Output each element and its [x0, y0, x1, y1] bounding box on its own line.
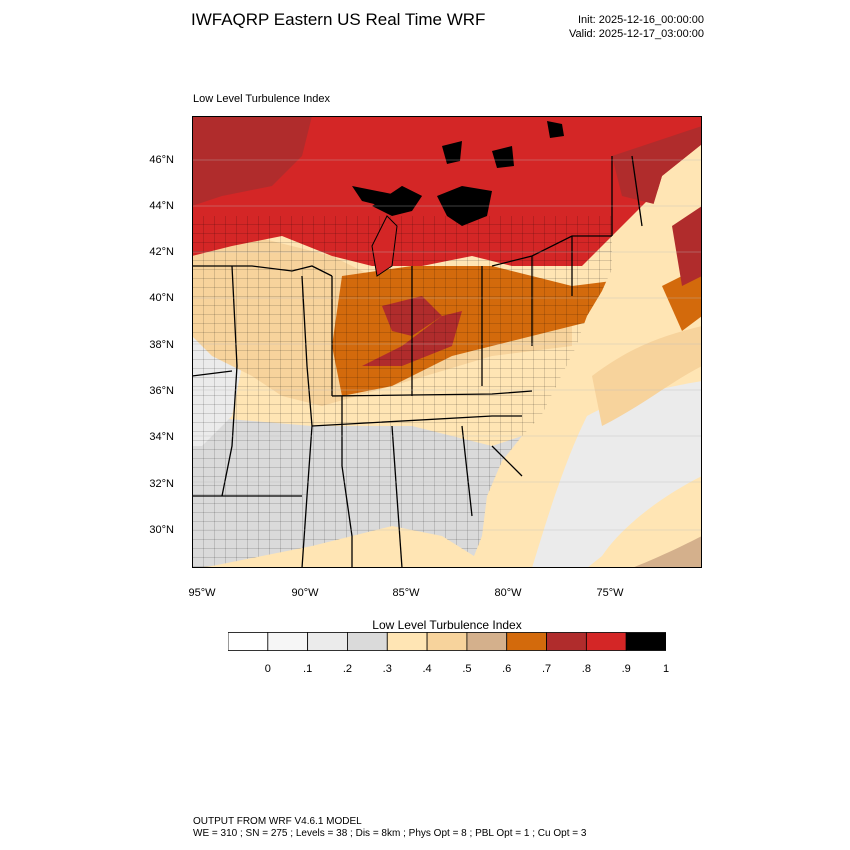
colorbar-swatch [546, 632, 587, 651]
colorbar-swatch [506, 632, 547, 651]
colorbar-tick-label: .1 [303, 663, 313, 675]
model-info-line2: WE = 310 ; SN = 275 ; Levels = 38 ; Dis … [193, 828, 587, 839]
lat-label: 32°N [149, 478, 174, 490]
lon-label: 75°W [596, 587, 624, 599]
lat-label: 40°N [149, 292, 174, 304]
lat-label: 38°N [149, 339, 174, 351]
offshore-orange [662, 266, 702, 331]
map-subtitle: Low Level Turbulence Index [193, 93, 330, 105]
colorbar-swatch [585, 632, 627, 651]
canada-black-patch-1 [547, 121, 564, 138]
colorbar-tick-label: .7 [541, 663, 552, 675]
canada-black-patch-2 [442, 141, 462, 164]
canada-black-patch-3 [492, 146, 514, 168]
lon-label: 85°W [392, 587, 420, 599]
state-borders [192, 155, 643, 568]
lat-label: 30°N [149, 524, 174, 536]
colorbar-swatch [307, 632, 348, 651]
lat-label: 36°N [149, 385, 174, 397]
lat-label: 42°N [149, 246, 174, 258]
plot-title: IWFAQRP Eastern US Real Time WRF [191, 10, 486, 29]
lon-label: 90°W [291, 587, 319, 599]
colorbar-tick-label: .4 [422, 663, 432, 675]
lake-michigan [371, 215, 398, 277]
init-time: Init: 2025-12-16_00:00:00 [578, 14, 704, 26]
colorbar-swatch [347, 632, 388, 651]
colorbar-swatch [228, 632, 269, 651]
lon-label: 80°W [494, 587, 522, 599]
lat-label: 46°N [149, 154, 174, 166]
atlantic-low-region [532, 381, 702, 568]
colorbar-swatch [625, 632, 666, 651]
lat-label: 34°N [149, 431, 174, 443]
lat-label: 44°N [149, 200, 174, 212]
colorbar-tick-label: .3 [382, 663, 392, 675]
colorbar-swatch [267, 632, 309, 651]
map-border [192, 116, 702, 568]
colorbar-tick-label: 0 [264, 663, 271, 675]
colorbar-tick-label: .8 [581, 663, 591, 675]
colorbar-swatch [466, 632, 508, 651]
colorbar-tick-label: 1 [662, 663, 670, 675]
atlantic-mid-region [592, 326, 702, 426]
atlantic-se-region [632, 536, 702, 568]
colorbar-swatch [426, 632, 468, 651]
northwest-darkred [192, 116, 312, 206]
model-info-line1: OUTPUT FROM WRF V4.6.1 MODEL [193, 816, 362, 827]
lon-label: 95°W [188, 587, 216, 599]
turbulence-map [192, 116, 702, 568]
valid-time: Valid: 2025-12-17_03:00:00 [569, 28, 704, 40]
colorbar-title: Low Level Turbulence Index [372, 618, 522, 632]
colorbar-tick-label: .6 [502, 663, 512, 675]
colorbar [228, 632, 666, 651]
offshore-darkred [672, 206, 702, 286]
colorbar-swatch [386, 632, 428, 651]
colorbar-tick-label: .5 [462, 663, 472, 675]
colorbar-tick-label: .9 [621, 663, 631, 675]
lake-upper-peninsula [352, 186, 422, 211]
colorbar-tick-label: .2 [342, 663, 353, 675]
graticule [192, 159, 702, 531]
